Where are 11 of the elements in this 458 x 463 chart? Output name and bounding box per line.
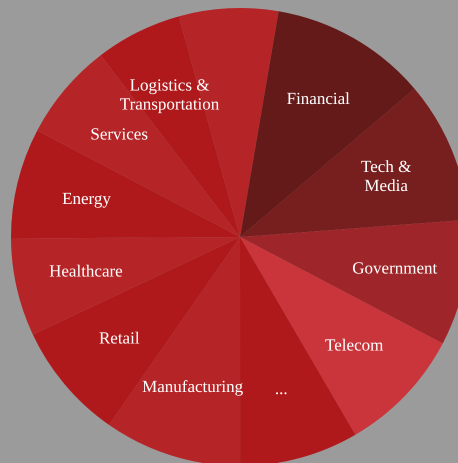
slice-label: ... [274,378,288,398]
slice-label: Government [352,258,438,278]
slice-label: Tech & Media [361,156,412,195]
slice-label: Telecom [325,336,384,355]
slice-label: Manufacturing [142,377,244,396]
slice-label: Logistics & Transportation [120,76,220,114]
slice-label: Healthcare [49,261,123,280]
slice-label: Services [90,124,148,144]
slice-label: Financial [286,89,350,108]
slice-label: Energy [62,189,112,208]
slice-label: Retail [98,328,140,348]
